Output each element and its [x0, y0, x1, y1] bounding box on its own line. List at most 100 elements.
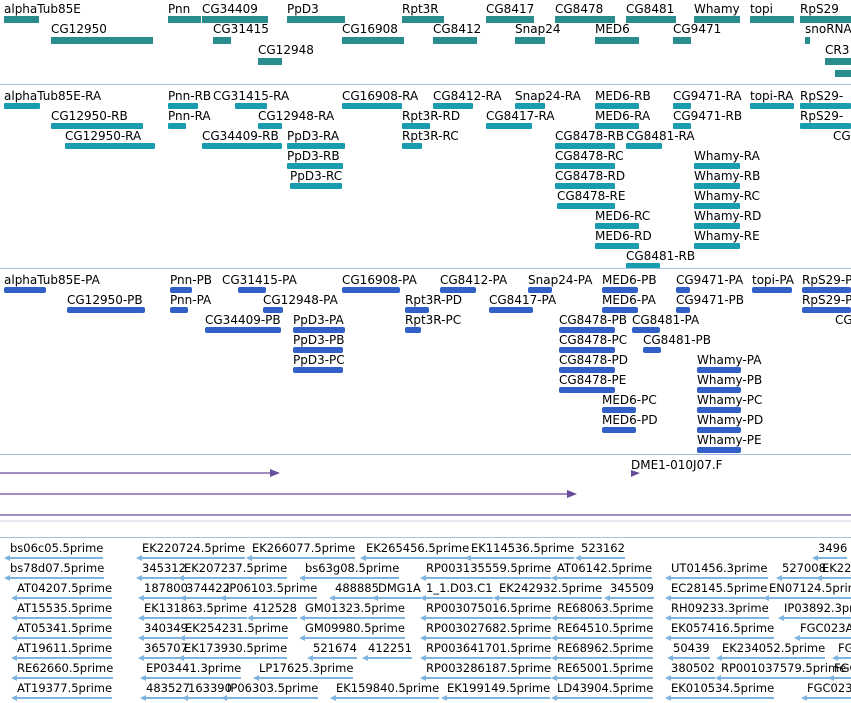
- transcript-feature[interactable]: [694, 203, 740, 209]
- protein-feature[interactable]: [602, 427, 636, 433]
- est-bar[interactable]: [667, 677, 715, 679]
- transcript-label[interactable]: Whamy-RE: [694, 229, 760, 243]
- transcript-label[interactable]: CG8481-RB: [626, 249, 696, 263]
- protein-feature[interactable]: [643, 347, 661, 353]
- transcript-feature[interactable]: [486, 123, 532, 129]
- gene-label[interactable]: CG8478: [555, 2, 604, 16]
- est-bar[interactable]: [13, 617, 112, 619]
- est-label[interactable]: 1_1.D03.C1: [426, 581, 493, 595]
- gene-feature[interactable]: [835, 70, 851, 77]
- est-bar[interactable]: [422, 637, 551, 639]
- transcript-feature[interactable]: [673, 123, 691, 129]
- est-bar[interactable]: [553, 637, 653, 639]
- protein-label[interactable]: Snap24-PA: [528, 273, 593, 287]
- gene-label[interactable]: topi: [750, 2, 773, 16]
- gene-label[interactable]: Snap24: [515, 22, 561, 36]
- est-label[interactable]: 523162: [581, 541, 625, 555]
- est-label[interactable]: RP003135559.5prime: [426, 561, 552, 575]
- protein-feature[interactable]: [293, 367, 343, 373]
- est-label[interactable]: AT19611.5prime: [17, 641, 113, 655]
- est-bar[interactable]: [667, 597, 767, 599]
- protein-feature[interactable]: [342, 287, 400, 293]
- est-label[interactable]: FGC: [834, 661, 851, 675]
- est-bar[interactable]: [667, 617, 769, 619]
- est-bar[interactable]: [422, 577, 551, 579]
- protein-feature[interactable]: [602, 307, 638, 313]
- est-label[interactable]: RE68063.5prime: [557, 601, 654, 615]
- protein-label[interactable]: Pnn-PB: [170, 273, 213, 287]
- est-label[interactable]: 163390: [188, 681, 232, 695]
- est-label[interactable]: EK199149.5prime: [447, 681, 551, 695]
- est-bar[interactable]: [553, 577, 652, 579]
- protein-label[interactable]: CG8417-PA: [489, 293, 557, 307]
- clone-label[interactable]: DME1-010J07.F: [631, 458, 723, 472]
- transcript-label[interactable]: Whamy-RA: [694, 149, 760, 163]
- transcript-label[interactable]: CG12950-RB: [51, 109, 128, 123]
- est-label[interactable]: bs78d07.5prime: [10, 561, 105, 575]
- transcript-label[interactable]: RpS29-: [800, 109, 844, 123]
- protein-feature[interactable]: [802, 287, 851, 293]
- gene-label[interactable]: snoRNA: [805, 22, 851, 36]
- protein-label[interactable]: CG12948-PA: [263, 293, 338, 307]
- est-label[interactable]: RP003286187.5prime: [426, 661, 552, 675]
- protein-feature[interactable]: [170, 307, 188, 313]
- est-label[interactable]: EK265456.5prime: [366, 541, 470, 555]
- est-label[interactable]: RP003027682.5prime: [426, 621, 552, 635]
- est-bar[interactable]: [249, 617, 297, 619]
- est-label[interactable]: 488885: [335, 581, 379, 595]
- est-label[interactable]: EC28145.5prime: [671, 581, 768, 595]
- gene-feature[interactable]: [515, 37, 545, 44]
- est-label[interactable]: EK010534.5prime: [671, 681, 775, 695]
- gene-label[interactable]: alphaTub85E: [4, 2, 81, 16]
- est-label[interactable]: 50439: [673, 641, 710, 655]
- est-label[interactable]: 187800: [144, 581, 188, 595]
- transcript-label[interactable]: CG9471-RB: [673, 109, 743, 123]
- est-label[interactable]: EK057416.5prime: [671, 621, 775, 635]
- protein-label[interactable]: alphaTub85E-PA: [4, 273, 100, 287]
- est-label[interactable]: 521674: [313, 641, 357, 655]
- est-bar[interactable]: [222, 597, 317, 599]
- est-bar[interactable]: [834, 657, 851, 659]
- gene-label[interactable]: Pnn: [168, 2, 191, 16]
- est-bar[interactable]: [553, 657, 653, 659]
- transcript-label[interactable]: CG: [833, 129, 851, 143]
- est-label[interactable]: UT01456.3prime: [671, 561, 768, 575]
- transcript-feature[interactable]: [626, 143, 662, 149]
- est-bar[interactable]: [13, 657, 112, 659]
- est-bar[interactable]: [830, 677, 851, 679]
- gene-feature[interactable]: [342, 37, 404, 44]
- transcript-label[interactable]: CG8478-RB: [555, 129, 625, 143]
- est-label[interactable]: EK220724.5prime: [142, 541, 246, 555]
- protein-feature[interactable]: [632, 327, 660, 333]
- transcript-feature[interactable]: [202, 143, 282, 149]
- transcript-label[interactable]: CG12948-RA: [258, 109, 335, 123]
- gene-feature[interactable]: [168, 16, 201, 23]
- est-bar[interactable]: [6, 557, 103, 559]
- est-bar[interactable]: [140, 617, 247, 619]
- transcript-feature[interactable]: [694, 223, 740, 229]
- gene-feature[interactable]: [825, 58, 851, 65]
- est-bar[interactable]: [13, 677, 113, 679]
- est-label[interactable]: 527008: [782, 561, 826, 575]
- est-label[interactable]: 3496: [818, 541, 848, 555]
- protein-feature[interactable]: [263, 307, 283, 313]
- est-label[interactable]: EK234052.5prime: [722, 641, 826, 655]
- est-bar[interactable]: [13, 597, 112, 599]
- transcript-feature[interactable]: [557, 203, 615, 209]
- protein-feature[interactable]: [238, 287, 266, 293]
- est-bar[interactable]: [255, 677, 353, 679]
- transcript-label[interactable]: CG12950-RA: [65, 129, 142, 143]
- protein-feature[interactable]: [293, 327, 345, 333]
- protein-label[interactable]: MED6-PD: [602, 413, 658, 427]
- protein-feature[interactable]: [559, 367, 615, 373]
- protein-label[interactable]: RpS29-P: [802, 273, 851, 287]
- est-bar[interactable]: [301, 617, 405, 619]
- protein-label[interactable]: RpS29-P: [802, 293, 851, 307]
- protein-label[interactable]: CG8481-PB: [643, 333, 712, 347]
- est-label[interactable]: RE68962.5prime: [557, 641, 654, 655]
- gene-label[interactable]: CG34409: [202, 2, 258, 16]
- transcript-label[interactable]: PpD3-RB: [287, 149, 340, 163]
- protein-label[interactable]: PpD3-PC: [293, 353, 345, 367]
- est-bar[interactable]: [181, 637, 288, 639]
- transcript-feature[interactable]: [555, 143, 615, 149]
